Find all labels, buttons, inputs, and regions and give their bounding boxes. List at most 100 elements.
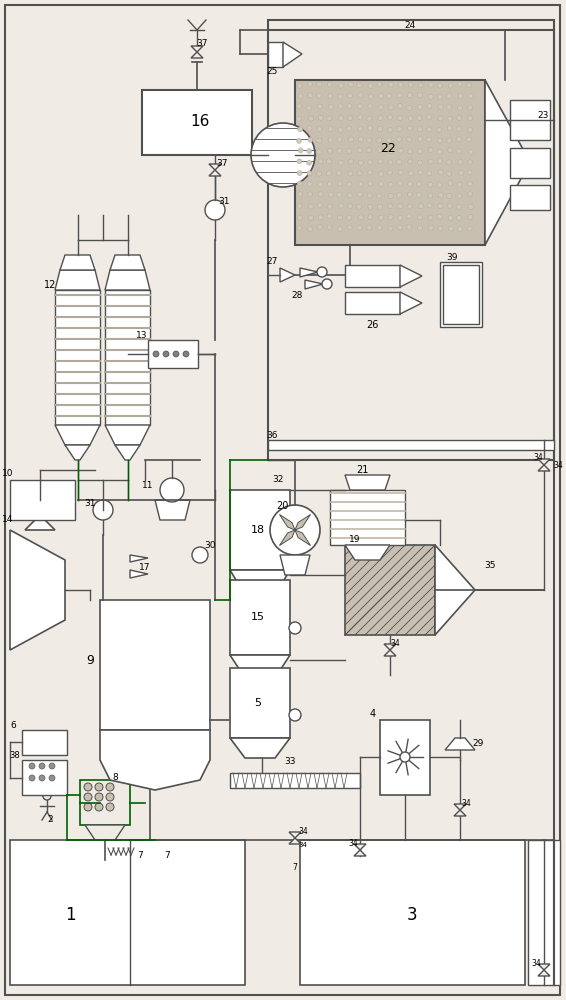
Circle shape [448,181,453,186]
Circle shape [317,225,322,230]
Circle shape [348,171,353,176]
Circle shape [427,137,432,142]
Circle shape [307,126,312,131]
Circle shape [438,83,442,88]
Circle shape [328,104,333,109]
Circle shape [448,83,453,88]
Circle shape [438,104,443,109]
Polygon shape [191,52,203,58]
Circle shape [437,94,442,99]
Circle shape [173,351,179,357]
Polygon shape [345,475,390,490]
Circle shape [388,82,393,87]
Text: 34: 34 [461,798,471,808]
Bar [80,780,130,825]
Circle shape [408,182,413,187]
Polygon shape [400,292,422,314]
Circle shape [358,104,363,109]
Circle shape [84,783,92,791]
Circle shape [388,115,393,120]
Circle shape [378,105,383,110]
Polygon shape [155,500,190,520]
Circle shape [437,127,441,132]
Bar [345,545,435,635]
Circle shape [447,105,452,110]
Circle shape [357,171,362,176]
Circle shape [308,116,314,121]
Circle shape [398,104,402,109]
Circle shape [307,105,312,110]
Text: 28: 28 [291,292,303,300]
Circle shape [388,226,393,231]
Polygon shape [354,844,366,850]
Circle shape [327,171,332,176]
Circle shape [428,94,434,99]
Circle shape [358,192,363,197]
Text: 6: 6 [10,720,16,730]
Circle shape [418,104,422,109]
Text: 34: 34 [390,640,400,648]
Circle shape [307,148,312,153]
Polygon shape [55,270,100,290]
Circle shape [289,709,301,721]
Circle shape [469,149,473,154]
Circle shape [297,171,302,176]
Circle shape [388,127,393,132]
Circle shape [298,127,303,132]
Circle shape [417,215,422,220]
Polygon shape [55,425,100,445]
Circle shape [447,126,452,131]
Circle shape [467,226,472,231]
Circle shape [192,547,208,563]
Circle shape [297,83,302,88]
Polygon shape [280,268,295,282]
Circle shape [427,104,432,109]
Text: 17: 17 [139,564,151,572]
Circle shape [466,137,471,142]
Circle shape [368,94,373,99]
Text: 33: 33 [284,758,296,766]
Circle shape [398,170,403,175]
Circle shape [377,225,382,230]
Circle shape [327,159,332,164]
Circle shape [358,115,363,120]
Circle shape [417,127,422,132]
Circle shape [468,160,473,165]
Circle shape [347,215,351,220]
Circle shape [297,203,302,208]
Text: 11: 11 [142,481,154,489]
Circle shape [378,126,383,131]
Circle shape [368,204,373,209]
Circle shape [387,170,392,175]
Bar [268,42,283,67]
Circle shape [406,225,411,230]
Circle shape [106,803,114,811]
Circle shape [407,137,412,142]
Text: 27: 27 [267,257,278,266]
Circle shape [317,203,322,208]
Circle shape [337,181,342,186]
Circle shape [318,192,323,197]
Text: 7: 7 [164,850,170,859]
Circle shape [368,126,373,131]
Circle shape [428,215,433,220]
Circle shape [358,160,363,165]
Circle shape [418,204,423,209]
Circle shape [338,83,344,88]
Circle shape [289,622,301,634]
Circle shape [317,127,322,132]
Text: 25: 25 [267,68,278,77]
Circle shape [398,215,403,220]
Circle shape [297,138,302,143]
Circle shape [427,115,432,120]
Text: 19: 19 [349,536,361,544]
Circle shape [406,105,411,110]
Circle shape [377,82,382,87]
Circle shape [466,83,471,88]
Polygon shape [230,738,290,758]
Circle shape [29,775,35,781]
Circle shape [270,505,320,555]
Bar [268,440,554,450]
Circle shape [417,149,422,154]
Circle shape [467,170,472,175]
